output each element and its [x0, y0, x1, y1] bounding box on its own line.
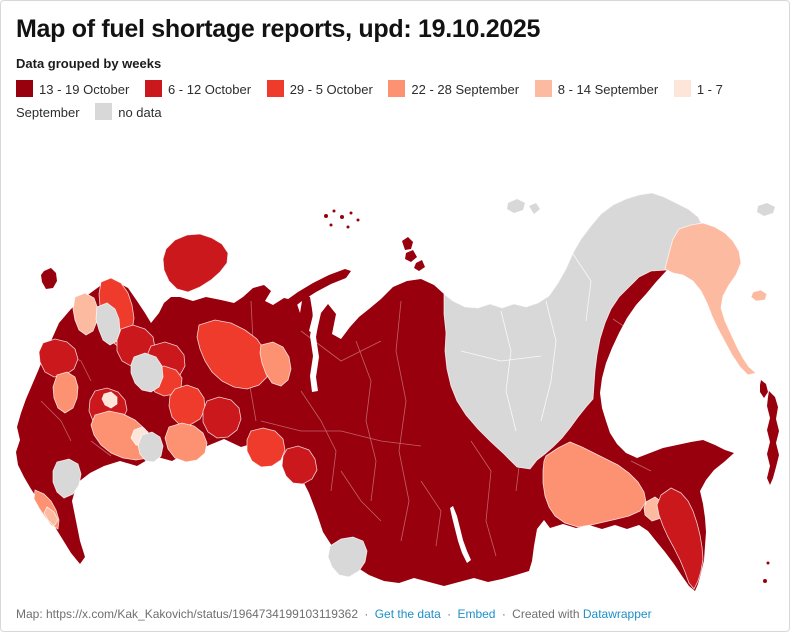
get-the-data-link[interactable]: Get the data — [374, 607, 441, 621]
embed-link[interactable]: Embed — [457, 607, 496, 621]
attribution-text: Map: https://x.com/Kak_Kakovich/status/1… — [16, 607, 359, 621]
region-commander-islet[interactable] — [750, 289, 768, 302]
region-primorye[interactable] — [656, 487, 704, 590]
region-kaliningrad[interactable] — [41, 268, 57, 289]
legend-label: 22 - 28 September — [411, 81, 520, 97]
region-amur[interactable] — [542, 441, 647, 528]
region-leningrad-area[interactable] — [72, 292, 99, 336]
region-perm-area[interactable] — [168, 384, 206, 426]
region-chelyabinsk-area[interactable] — [202, 396, 242, 439]
chart-subtitle: Data grouped by weeks — [16, 55, 162, 71]
separator: · — [364, 607, 369, 621]
baikal-lake — [450, 506, 471, 563]
legend-swatch-week2 — [144, 79, 162, 97]
legend-label: no data — [118, 104, 162, 120]
created-with-text: Created with — [512, 607, 580, 621]
legend-label: 1 - 7 September — [16, 81, 723, 120]
legend-swatch-week6 — [673, 79, 691, 97]
legend: 13 - 19 October 6 - 12 October 29 - 5 Oc… — [16, 78, 782, 124]
legend-swatch-week4 — [388, 79, 406, 97]
region-omsk-area[interactable] — [246, 427, 286, 468]
novaya-zemlya-islands[interactable] — [272, 269, 351, 321]
region-tver-area[interactable] — [38, 338, 79, 378]
russia-map-svg — [16, 192, 779, 591]
region-mid-nodata[interactable] — [137, 431, 164, 463]
separator: · — [501, 607, 506, 621]
legend-label: 29 - 5 October — [289, 81, 373, 97]
region-khmao-tomato[interactable] — [196, 319, 270, 390]
region-kuril-dot[interactable] — [766, 561, 770, 565]
datawrapper-link[interactable]: Datawrapper — [582, 607, 652, 621]
region-central-pink[interactable] — [101, 391, 118, 409]
page-title: Map of fuel shortage reports, upd: 19.10… — [16, 15, 541, 43]
legend-label: 13 - 19 October — [39, 81, 130, 97]
region-sakhalin[interactable] — [767, 391, 779, 485]
legend-swatch-week5 — [534, 79, 552, 97]
legend-swatch-week3 — [266, 79, 284, 97]
legend-swatch-nodata — [95, 102, 113, 120]
franz-josef-land-islands[interactable] — [324, 209, 360, 229]
footer: Map: https://x.com/Kak_Kakovich/status/1… — [16, 607, 652, 621]
region-borders-gray — [460, 250, 592, 432]
legend-swatch-week1 — [16, 79, 33, 97]
region-kalmykia-nodata[interactable] — [52, 458, 82, 499]
legend-item: 13 - 19 October — [16, 79, 130, 97]
legend-item: no data — [95, 102, 162, 120]
region-bashkiria-area[interactable] — [164, 422, 208, 463]
new-siberian-islands[interactable] — [507, 199, 540, 214]
region-caucasus-peach[interactable] — [43, 506, 59, 527]
legend-item: 8 - 14 September — [534, 79, 659, 97]
ob-bay-water — [310, 305, 319, 392]
region-smolensk-area[interactable] — [52, 371, 79, 414]
legend-item: 6 - 12 October — [144, 79, 252, 97]
legend-item: 22 - 28 September — [388, 79, 520, 97]
severnaya-zemlya-islands[interactable] — [402, 237, 425, 271]
region-kuril-dot[interactable] — [763, 579, 767, 583]
region-novosibirsk-area[interactable] — [281, 445, 318, 485]
legend-label: 8 - 14 September — [557, 81, 659, 97]
separator: · — [447, 607, 452, 621]
map-area: + − — [1, 151, 789, 601]
wrangel-island[interactable] — [757, 203, 775, 216]
region-kuril-islet[interactable] — [760, 380, 768, 398]
region-yakutia-chukotka-nodata[interactable] — [443, 192, 704, 470]
region-west-siberia-salmon[interactable] — [259, 341, 292, 387]
legend-item: 29 - 5 October — [266, 79, 373, 97]
region-tuva-nodata[interactable] — [327, 536, 368, 578]
legend-item: 1 - 7 September — [16, 79, 723, 120]
legend-label: 6 - 12 October — [167, 81, 252, 97]
region-mari-nodata[interactable] — [130, 352, 164, 393]
chart-header: Map of fuel shortage reports, upd: 19.10… — [1, 1, 789, 124]
region-kola-peninsula[interactable] — [162, 233, 229, 293]
region-kamchatka[interactable] — [664, 222, 757, 376]
